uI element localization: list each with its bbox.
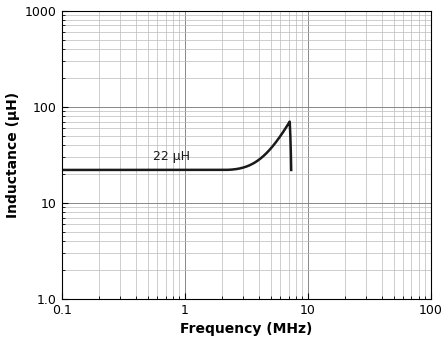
Text: 22 μH: 22 μH [153,150,190,163]
Y-axis label: Inductance (μH): Inductance (μH) [5,92,20,218]
X-axis label: Frequency (MHz): Frequency (MHz) [180,323,312,337]
